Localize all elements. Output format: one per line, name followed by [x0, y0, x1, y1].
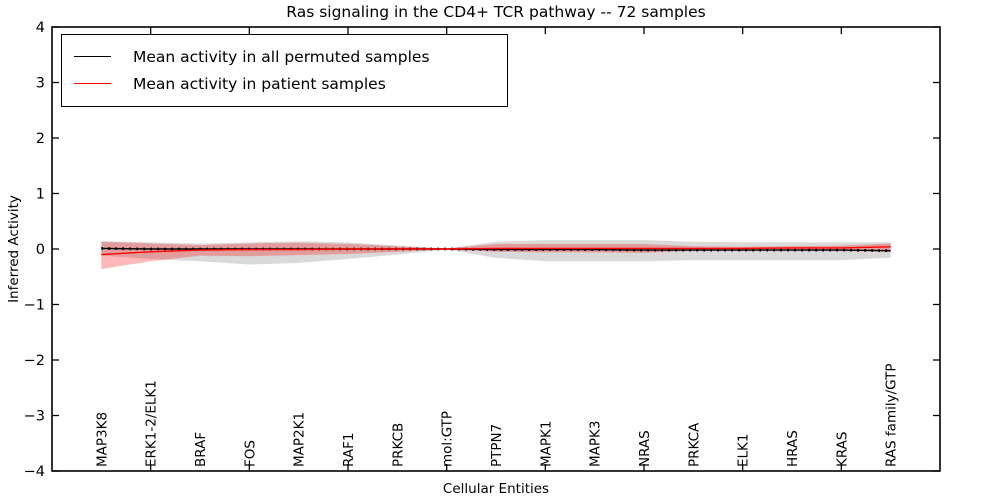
series-line-patient: [101, 246, 891, 256]
patient-line-swatch: [74, 83, 111, 84]
x-tick-label: NRAS: [637, 430, 653, 467]
x-axis-label: Cellular Entities: [442, 481, 550, 497]
x-tick-label: ELK1: [736, 434, 752, 468]
x-tick-label: FOS: [242, 440, 258, 467]
legend-row-patient: Mean activity in patient samples: [74, 70, 497, 97]
x-tick-label: PRKCB: [390, 423, 406, 467]
legend: Mean activity in all permuted samples Me…: [61, 34, 508, 107]
permuted-line-swatch: [74, 56, 111, 57]
y-tick-label: −3: [24, 409, 45, 425]
legend-label-permuted: Mean activity in all permuted samples: [133, 47, 430, 66]
x-tick-label: RAF1: [341, 433, 357, 467]
series-line-permuted: [101, 247, 891, 252]
y-tick-label: −1: [24, 298, 45, 314]
y-tick-label: 0: [36, 242, 45, 258]
legend-row-permuted: Mean activity in all permuted samples: [74, 43, 497, 70]
x-tick-label: MAPK3: [588, 421, 604, 467]
x-tick-label: HRAS: [785, 430, 801, 467]
legend-label-patient: Mean activity in patient samples: [133, 74, 386, 93]
y-axis-label: Inferred Activity: [6, 195, 22, 303]
y-tick-label: 1: [36, 187, 45, 203]
chart-title: Ras signaling in the CD4+ TCR pathway --…: [286, 3, 706, 21]
x-tick-label: RAS family/GTP: [884, 363, 900, 467]
x-tick-label: PTPN7: [489, 424, 505, 467]
y-tick-label: −2: [24, 353, 45, 369]
x-tick-label: MAP3K8: [94, 412, 110, 467]
x-tick-label: mol:GTP: [440, 411, 456, 467]
x-tick-label: MAPK1: [538, 421, 554, 467]
y-tick-label: 2: [36, 131, 45, 147]
y-tick-label: 3: [36, 76, 45, 92]
x-tick-label: BRAF: [193, 432, 209, 467]
x-tick-label: ERK1-2/ELK1: [144, 380, 160, 467]
x-tick-label: PRKCA: [686, 422, 702, 467]
x-tick-label: KRAS: [834, 432, 850, 468]
permuted-samples-std-band: [101, 240, 891, 265]
x-tick-label: MAP2K1: [292, 412, 308, 467]
y-tick-label: −4: [24, 464, 45, 480]
y-tick-label: 4: [36, 20, 45, 36]
